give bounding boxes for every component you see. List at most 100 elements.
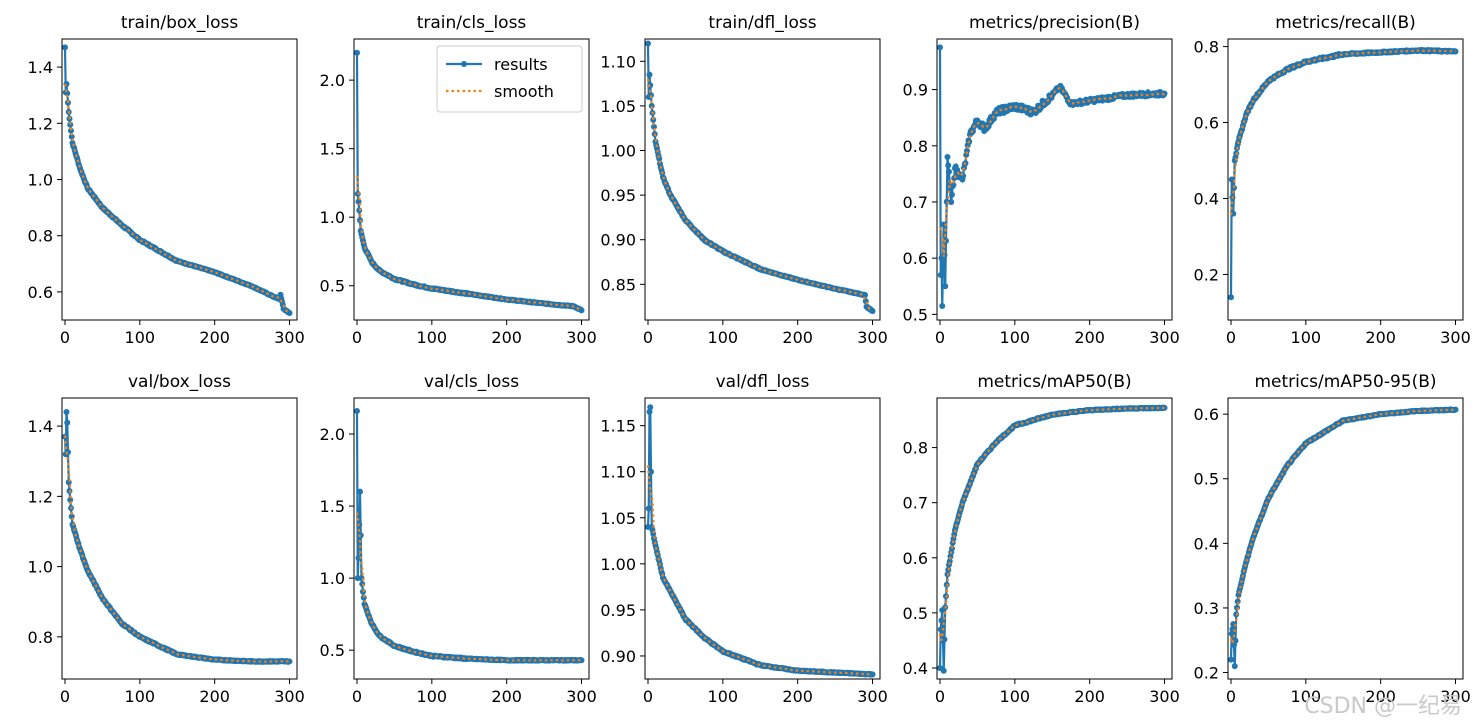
chart-panel: val/box_loss 0 100 200 300 0.8 1.0 1.2 1.4: [28, 372, 305, 706]
x-tick-label: 100: [417, 328, 448, 347]
y-tick-label: 0.5: [320, 641, 345, 660]
results-point: [646, 71, 653, 78]
results-point: [354, 49, 360, 56]
y-tick-label: 0.85: [600, 275, 636, 294]
results-point: [1452, 406, 1459, 413]
results-point: [578, 657, 585, 664]
chart-panel: train/dfl_loss 0 100 200 300 0.85 0.90 0.95 1.00…: [600, 13, 887, 347]
x-tick-label: 100: [125, 328, 156, 347]
y-tick-label: 1.2: [28, 114, 53, 133]
x-tick-label: 300: [857, 687, 888, 706]
legend-smooth-label: smooth: [494, 82, 554, 101]
legend-results-marker: [461, 61, 467, 67]
y-tick-label: 0.6: [903, 549, 928, 568]
y-tick-label: 2.0: [320, 425, 345, 444]
results-point: [942, 237, 949, 244]
chart-panel: metrics/recall(B) 0 100 200 300 0.2 0.4 0.6 0.8: [1194, 13, 1471, 347]
y-tick-label: 0.90: [600, 231, 636, 250]
smooth-line: [646, 78, 873, 311]
chart-title: metrics/precision(B): [969, 13, 1140, 33]
results-point: [1228, 294, 1234, 301]
x-tick-label: 0: [643, 328, 653, 347]
y-tick-label: 1.0: [320, 569, 345, 588]
plot-area: [1228, 46, 1459, 301]
x-tick-label: 300: [274, 687, 305, 706]
x-tick-label: 100: [125, 687, 156, 706]
chart-title: metrics/mAP50(B): [977, 372, 1131, 392]
axes-frame: [1227, 38, 1464, 321]
y-tick-label: 1.0: [320, 208, 345, 227]
x-tick-label: 200: [1074, 687, 1105, 706]
chart-panel: train/box_loss 0 100 200 300 0.6 0.8 1.0 1.2 1.4: [28, 13, 305, 347]
y-tick-label: 0.5: [903, 305, 928, 324]
x-tick-label: 200: [782, 687, 813, 706]
x-tick-label: 0: [352, 687, 362, 706]
results-point: [646, 408, 653, 415]
results-point: [862, 292, 869, 299]
results-line: [938, 47, 1166, 306]
y-tick-label: 0.5: [320, 277, 345, 296]
results-point: [356, 488, 363, 495]
y-tick-label: 0.6: [903, 249, 928, 268]
x-tick-label: 200: [1365, 328, 1396, 347]
y-tick-label: 0.7: [903, 494, 928, 513]
smooth-line: [63, 435, 290, 663]
results-point: [946, 558, 953, 565]
axes-frame: [61, 397, 298, 680]
results-point: [1232, 637, 1239, 644]
x-tick-label: 200: [1074, 328, 1105, 347]
x-tick-label: 0: [935, 687, 945, 706]
x-tick-label: 0: [935, 328, 945, 347]
results-point: [1230, 184, 1237, 191]
chart-title: train/cls_loss: [417, 13, 527, 33]
axes-frame: [1227, 397, 1464, 680]
results-point: [869, 308, 876, 315]
results-line: [938, 406, 1165, 671]
plot-area: [1228, 406, 1459, 670]
y-tick-label: 1.00: [600, 142, 636, 161]
y-tick-label: 0.8: [903, 137, 928, 156]
y-tick-label: 0.8: [1194, 38, 1219, 57]
x-tick-label: 100: [417, 687, 448, 706]
results-point: [939, 302, 946, 309]
x-tick-label: 100: [1000, 328, 1031, 347]
y-tick-label: 1.10: [600, 52, 636, 71]
results-point: [286, 658, 293, 665]
smooth-line: [63, 83, 290, 314]
chart-title: val/cls_loss: [424, 372, 519, 392]
x-tick-label: 300: [1440, 687, 1471, 706]
chart-title: metrics/mAP50-95(B): [1254, 372, 1436, 392]
results-point: [647, 92, 654, 99]
chart-panel: metrics/mAP50(B) 0 100 200 300 0.4 0.5 0.6 0.7 0.…: [903, 372, 1180, 706]
results-point: [942, 283, 949, 290]
y-tick-label: 2.0: [320, 71, 345, 90]
y-tick-label: 0.8: [903, 439, 928, 458]
x-tick-label: 100: [1291, 328, 1322, 347]
x-tick-label: 100: [708, 328, 739, 347]
plot-area: [62, 409, 293, 665]
plot-area: [937, 404, 1168, 674]
y-tick-label: 1.05: [600, 509, 636, 528]
results-point: [945, 168, 952, 175]
y-tick-label: 0.4: [1194, 534, 1219, 553]
results-point: [963, 147, 970, 154]
y-tick-label: 0.2: [1194, 664, 1219, 683]
results-point: [354, 407, 360, 414]
chart-title: train/dfl_loss: [708, 13, 816, 33]
y-tick-label: 1.15: [600, 417, 636, 436]
y-tick-label: 1.4: [28, 58, 53, 77]
results-line: [646, 407, 873, 676]
x-tick-label: 200: [491, 687, 522, 706]
results-point: [954, 166, 961, 173]
x-tick-label: 0: [60, 687, 70, 706]
results-point: [645, 505, 652, 512]
y-tick-label: 0.4: [1194, 189, 1219, 208]
results-point: [63, 409, 70, 416]
results-point: [937, 44, 943, 51]
chart-title: metrics/recall(B): [1275, 13, 1416, 33]
y-tick-label: 0.95: [600, 186, 636, 205]
plot-area: [354, 49, 585, 314]
y-tick-label: 0.5: [1194, 470, 1219, 489]
results-point: [1231, 663, 1238, 670]
